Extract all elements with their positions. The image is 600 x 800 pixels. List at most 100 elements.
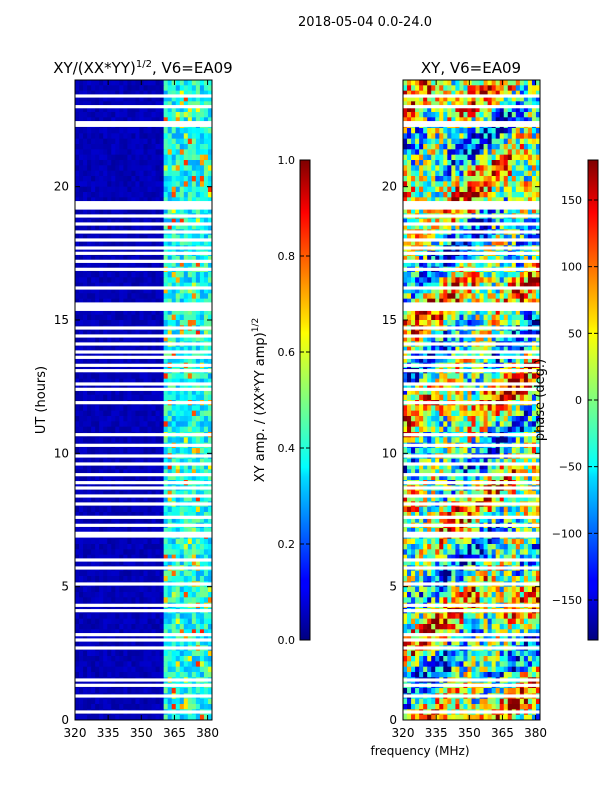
data-gap [75,206,212,210]
heatmap-cell [131,330,137,337]
data-gap [75,350,212,354]
heatmap-cell [163,560,169,566]
heatmap-cell [123,624,128,630]
heatmap-cell [103,256,108,262]
heatmap-cell [119,192,124,198]
heatmap-cell [183,618,189,625]
heatmap-cell [111,186,116,193]
heatmap-cell [487,96,493,102]
heatmap-cell [87,80,92,86]
heatmap-cell [195,426,201,433]
heatmap-cell [183,426,189,433]
heatmap-cell [207,544,212,550]
heatmap-cell [119,352,124,358]
heatmap-cell [175,160,181,166]
heatmap-cell [103,474,108,481]
heatmap-cell [127,629,133,636]
heatmap-cell [171,538,177,545]
heatmap-cell [447,197,452,204]
heatmap-cell [163,474,169,481]
heatmap-cell [155,186,161,193]
heatmap-cell [179,186,185,193]
heatmap-cell [127,101,133,108]
heatmap-cell [163,192,169,198]
heatmap-cell [123,426,128,433]
heatmap-cell [195,613,201,620]
heatmap-cell [159,549,165,556]
heatmap-cell [99,176,104,182]
heatmap-cell [199,293,205,300]
colorbar-tick-label: 1.0 [278,154,296,167]
heatmap-cell [127,357,133,364]
heatmap-cell [87,192,92,198]
heatmap-cell [519,96,525,102]
heatmap-cell [151,346,157,353]
heatmap-cell [183,288,189,294]
heatmap-cell [119,309,124,316]
heatmap-cell [459,112,465,118]
heatmap-cell [87,90,92,97]
heatmap-cell [187,586,193,593]
heatmap-cell [119,410,124,417]
heatmap-cell [127,714,133,720]
heatmap-cell [183,469,189,476]
heatmap-cell [179,101,185,108]
heatmap-cell [179,421,185,428]
heatmap-cell [195,394,201,401]
heatmap-cell [79,410,84,417]
heatmap-cell [479,117,485,124]
heatmap-cell [115,288,120,294]
heatmap-cell [163,149,169,156]
heatmap-cell [195,208,201,214]
heatmap-cell [79,208,84,214]
heatmap-cell [79,352,84,358]
heatmap-cell [159,261,165,268]
heatmap-cell [479,154,485,161]
heatmap-cell [171,384,177,390]
heatmap-cell [115,672,120,678]
heatmap-cell [131,629,137,636]
heatmap-cell [75,298,80,305]
heatmap-cell [147,160,153,166]
heatmap-cell [195,528,201,534]
heatmap-cell [167,154,173,161]
heatmap-cell [183,314,189,321]
heatmap-cell [135,336,141,342]
heatmap-cell [123,384,128,390]
heatmap-cell [119,282,124,289]
heatmap-cell [91,298,96,305]
heatmap-cell [151,90,157,97]
heatmap-cell [127,192,133,198]
heatmap-cell [183,448,189,454]
heatmap-cell [107,640,112,646]
heatmap-cell [155,101,161,108]
heatmap-cell [135,576,141,582]
heatmap-cell [107,272,112,278]
heatmap-cell [107,373,112,380]
heatmap-cell [139,517,145,524]
heatmap-cell [423,96,428,102]
heatmap-cell [463,154,469,161]
heatmap-cell [155,405,161,412]
heatmap-cell [151,208,157,214]
heatmap-cell [203,458,209,465]
heatmap-cell [143,613,149,620]
heatmap-cell [479,133,485,140]
heatmap-cell [443,154,448,161]
heatmap-cell [115,474,120,481]
heatmap-cell [135,208,141,214]
heatmap-cell [139,672,145,678]
heatmap-cell [91,330,96,337]
heatmap-cell [75,181,80,188]
heatmap-cell [139,474,145,481]
heatmap-cell [171,234,177,241]
heatmap-cell [411,154,416,161]
heatmap-cell [203,666,209,673]
heatmap-cell [119,384,124,390]
heatmap-cell [503,181,509,188]
heatmap-cell [523,165,529,172]
heatmap-cell [99,112,104,118]
heatmap-cell [523,160,529,166]
heatmap-cell [79,506,84,513]
heatmap-cell [75,576,80,582]
